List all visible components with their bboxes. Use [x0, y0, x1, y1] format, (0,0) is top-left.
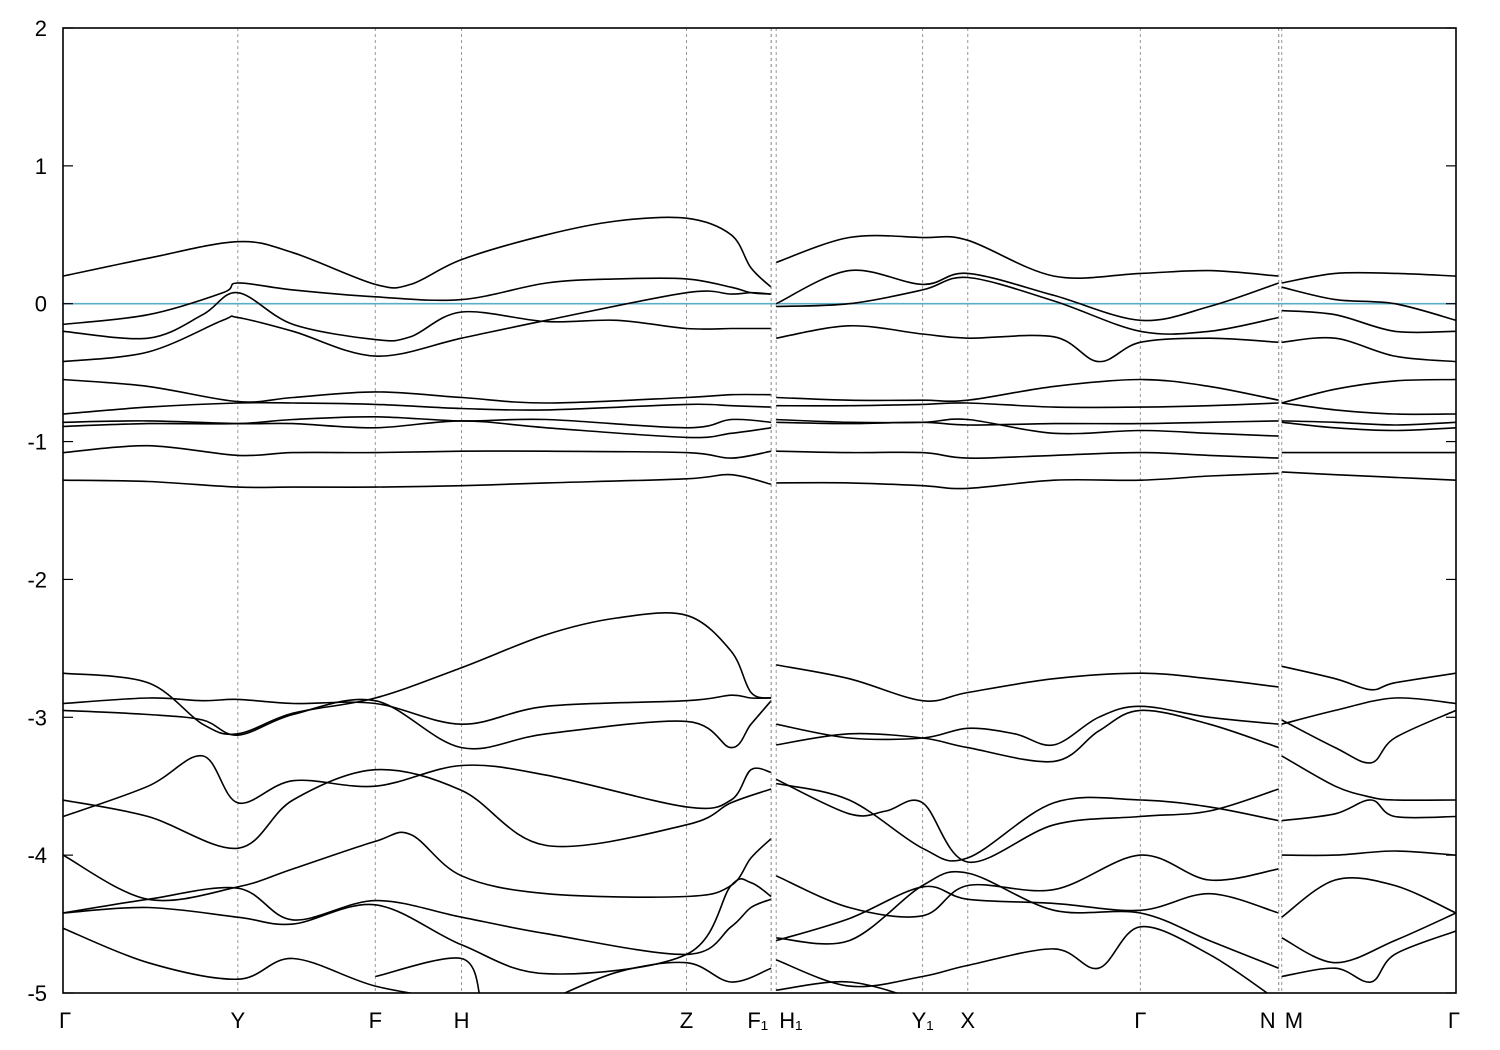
ytick-label-0: 2: [35, 16, 47, 41]
band-seg0-13: [63, 755, 772, 818]
band-seg0-12: [63, 698, 772, 750]
ytick-label-5: -3: [27, 705, 47, 730]
band-seg2-10: [1281, 665, 1456, 691]
band-seg0-4: [63, 378, 772, 404]
band-seg1-17: [776, 870, 1279, 969]
band-seg1-9: [776, 472, 1279, 490]
band-seg1-16: [775, 885, 1279, 942]
band-seg0-2: [63, 291, 772, 342]
band-seg0-19: [375, 957, 480, 993]
band-seg2-2: [1281, 309, 1456, 334]
band-seg2-3: [1281, 336, 1456, 363]
band-seg2-0: [1281, 271, 1456, 284]
band-seg2-5: [1281, 402, 1456, 416]
band-seg2-11: [1281, 697, 1456, 725]
band-seg0-17: [63, 878, 772, 975]
band-seg2-1: [1281, 286, 1456, 322]
ytick-label-4: -2: [27, 567, 47, 592]
band-seg0-18: [63, 927, 414, 993]
xtick-label-4: Z: [680, 1008, 693, 1033]
band-seg0-15: [63, 831, 772, 902]
band-seg0-0: [63, 216, 772, 289]
ytick-label-6: -4: [27, 843, 47, 868]
band-seg0-11: [63, 694, 772, 726]
band-seg2-4: [1281, 378, 1456, 404]
band-seg0-7: [63, 415, 772, 429]
xtick-label-12: Γ: [1448, 1008, 1460, 1033]
band-seg2-16: [1281, 877, 1456, 918]
ytick-label-1: 1: [35, 154, 47, 179]
band-seg1-15: [775, 854, 1279, 918]
band-series: [63, 28, 1456, 993]
band-seg1-13: [775, 778, 1279, 863]
band-seg2-6: [1281, 420, 1456, 426]
plot-frame: [62, 27, 1457, 994]
ytick-label-7: -5: [27, 981, 47, 1006]
ytick-label-3: -1: [27, 430, 47, 455]
xtick-label-5: F₁: [747, 1008, 768, 1033]
x-axis-ticks: Γ Y F H Z F₁ H₁ Y₁ X Γ N M Γ: [59, 1008, 1460, 1033]
ytick-label-2: 0: [35, 292, 47, 317]
band-seg2-18: [1281, 930, 1456, 983]
xtick-label-6: H₁: [779, 1008, 802, 1033]
band-seg2-9: [1281, 471, 1456, 481]
y-axis-ticks: 2 1 0 -1 -2 -3 -4 -5: [27, 16, 1456, 1006]
band-seg1-4: [776, 378, 1279, 403]
band-seg0-16: [63, 886, 772, 956]
band-seg0-10: [63, 612, 772, 736]
band-seg1-14: [776, 782, 1279, 862]
band-seg0-8: [63, 444, 772, 459]
band-seg1-7: [776, 420, 1279, 426]
xtick-label-0: Γ: [59, 1008, 71, 1033]
xtick-label-2: F: [369, 1008, 382, 1033]
band-seg1-6: [776, 418, 1279, 437]
band-seg2-13: [1281, 755, 1456, 802]
band-seg1-8: [776, 450, 1279, 459]
band-seg0-1: [63, 277, 772, 326]
xtick-label-9: Γ: [1134, 1008, 1146, 1033]
band-seg0-20: [562, 961, 772, 993]
band-seg2-17: [1281, 912, 1456, 964]
band-seg0-3: [63, 290, 772, 363]
band-seg1-0: [775, 234, 1279, 279]
xtick-label-3: H: [454, 1008, 470, 1033]
band-seg2-7: [1281, 421, 1456, 432]
xtick-label-1: Y: [230, 1008, 245, 1033]
band-seg1-11: [776, 705, 1279, 747]
band-seg2-15: [1281, 850, 1456, 857]
band-seg1-19: [776, 980, 900, 993]
band-seg0-5: [63, 401, 772, 415]
band-seg1-10: [776, 664, 1279, 702]
xtick-label-10: N: [1260, 1008, 1276, 1033]
band-seg2-14: [1281, 799, 1456, 822]
xtick-label-11: M: [1285, 1008, 1303, 1033]
band-seg1-3: [776, 324, 1279, 363]
band-seg0-14: [63, 768, 772, 850]
band-seg1-5: [776, 402, 1279, 409]
band-seg0-9: [63, 473, 772, 489]
band-seg2-12: [1281, 709, 1456, 764]
band-seg1-1: [775, 269, 1279, 322]
band-seg1-12: [776, 709, 1279, 763]
xtick-label-7: Y₁: [912, 1008, 934, 1033]
xtick-label-8: X: [960, 1008, 975, 1033]
band-seg1-2: [776, 276, 1279, 335]
band-seg0-6: [63, 420, 772, 439]
